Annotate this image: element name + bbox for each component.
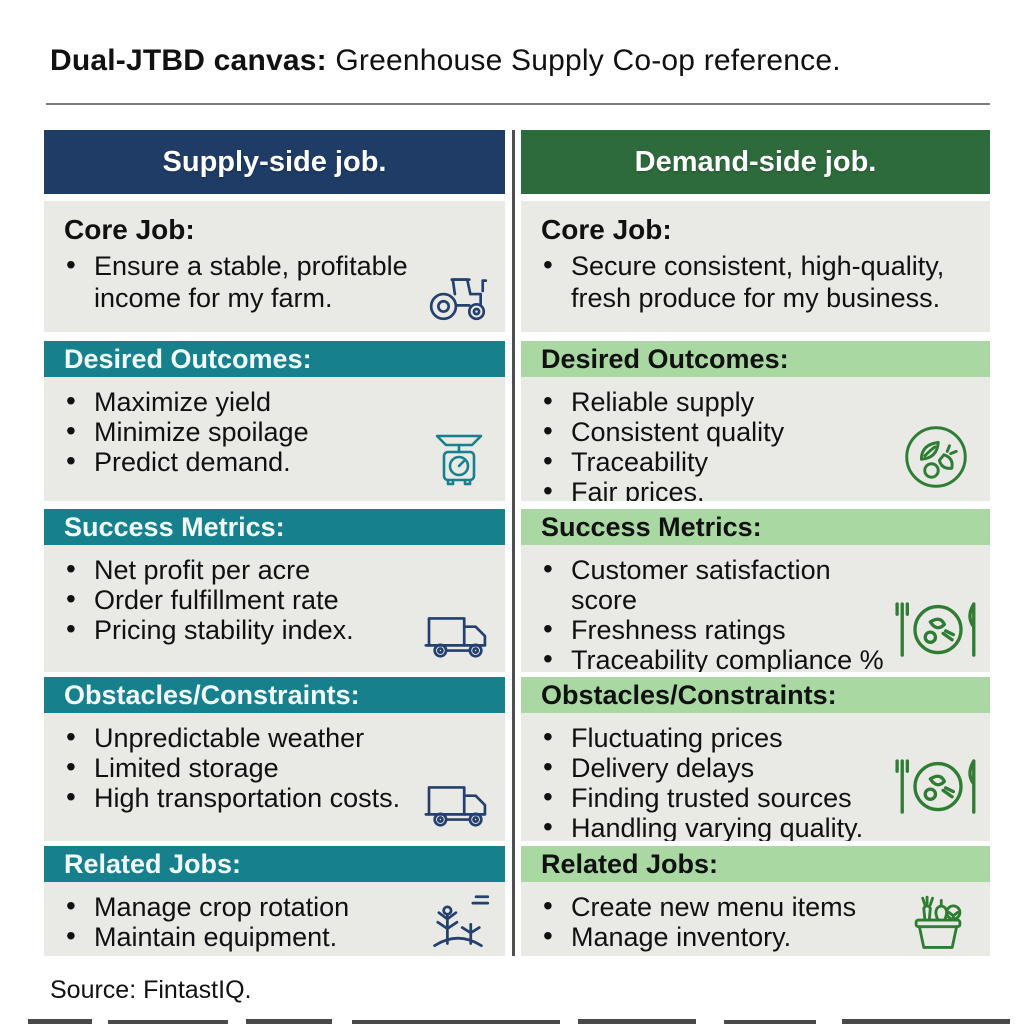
delivery-truck-icon	[424, 786, 487, 827]
page-title-rest: Greenhouse Supply Co-op reference.	[326, 44, 841, 77]
delivery-truck-icon	[424, 617, 487, 658]
supply-success-metrics-header: Success Metrics:	[44, 509, 505, 545]
demand-desired-outcomes-section: Reliable supply Consistent quality Trace…	[521, 377, 990, 501]
supply-desired-outcomes-header: Desired Outcomes:	[44, 341, 505, 377]
scan-artifact	[108, 1020, 228, 1024]
demand-related-jobs-section: Create new menu items Manage inventory.	[521, 882, 990, 956]
list-item: Unpredictable weather	[44, 722, 505, 753]
demand-core-job-section: Core Job: Secure consistent, high-qualit…	[521, 201, 990, 332]
scan-artifact	[352, 1020, 560, 1024]
supply-column-header: Supply-side job.	[44, 130, 505, 194]
list-item: Handling varying quality.	[521, 812, 990, 841]
supply-related-jobs-section: Manage crop rotation Maintain equipment.	[44, 882, 505, 956]
list-item: Ensure a stable, profitable income for m…	[44, 249, 505, 314]
list-item: High transportation costs.	[44, 782, 505, 813]
section-title: Desired Outcomes:	[541, 343, 789, 374]
page-title: Dual-JTBD canvas: Greenhouse Supply Co-o…	[50, 44, 841, 78]
list-item: Net profit per acre	[44, 554, 505, 585]
list-item: Secure consistent, high-quality, fresh p…	[521, 249, 990, 314]
list-item: Maintain equipment.	[44, 921, 505, 952]
list-item: Consistent quality	[521, 416, 990, 447]
list-item: Traceability	[521, 446, 990, 477]
produce-basket-icon	[914, 895, 962, 949]
list-item: Delivery delays	[521, 752, 990, 783]
demand-column-header: Demand-side job.	[521, 130, 990, 194]
supply-core-job-section: Core Job: Ensure a stable, profitable in…	[44, 201, 505, 332]
scan-artifact	[842, 1019, 1010, 1024]
list-item: Freshness ratings	[521, 614, 990, 645]
vegetables-circle-icon	[905, 426, 967, 488]
scan-artifact	[578, 1019, 696, 1024]
list-item: Manage inventory.	[521, 921, 990, 952]
supply-success-metrics-section: Net profit per acre Order fulfillment ra…	[44, 545, 505, 672]
section-title: Obstacles/Constraints:	[64, 679, 360, 710]
list-item: Traceability compliance %	[521, 644, 990, 672]
list-item: Pricing stability index.	[44, 614, 505, 645]
meal-plate-icon	[895, 759, 976, 814]
page-title-bold: Dual-JTBD canvas:	[50, 44, 327, 77]
scan-artifact	[28, 1019, 92, 1024]
list-item: Fair prices.	[521, 476, 990, 501]
section-title: Related Jobs:	[64, 848, 242, 879]
section-title: Success Metrics:	[64, 511, 285, 542]
section-title: Desired Outcomes:	[64, 343, 312, 374]
kitchen-scale-icon	[435, 434, 483, 486]
seedling-icon	[433, 895, 490, 948]
supply-related-jobs-header: Related Jobs:	[44, 846, 505, 882]
supply-column: Supply-side job. Core Job: Ensure a stab…	[44, 130, 505, 956]
supply-column-header-label: Supply-side job.	[162, 145, 387, 178]
demand-success-metrics-section: Customer satisfaction score Freshness ra…	[521, 545, 990, 672]
demand-related-jobs-header: Related Jobs:	[521, 846, 990, 882]
tractor-icon	[429, 278, 488, 321]
section-title: Related Jobs:	[541, 848, 719, 879]
demand-column: Demand-side job. Core Job: Secure consis…	[521, 130, 990, 956]
list-item: Order fulfillment rate	[44, 584, 505, 615]
demand-desired-outcomes-header: Desired Outcomes:	[521, 341, 990, 377]
demand-column-header-label: Demand-side job.	[634, 145, 877, 178]
list-item: Create new menu items	[521, 891, 990, 922]
section-title: Obstacles/Constraints:	[541, 679, 837, 710]
supply-obstacles-section: Unpredictable weather Limited storage Hi…	[44, 713, 505, 841]
supply-desired-outcomes-section: Maximize yield Minimize spoilage Predict…	[44, 377, 505, 501]
list-item: Fluctuating prices	[521, 722, 990, 753]
list-item: Customer satisfaction score	[521, 554, 990, 615]
list-item: Minimize spoilage	[44, 416, 505, 447]
list-item: Finding trusted sources	[521, 782, 990, 813]
canvas-grid: Supply-side job. Core Job: Ensure a stab…	[44, 130, 990, 956]
demand-obstacles-header: Obstacles/Constraints:	[521, 677, 990, 713]
meal-plate-icon	[895, 602, 976, 657]
source-caption: Source: FintastIQ.	[50, 976, 252, 1004]
title-divider-line	[46, 103, 990, 105]
list-item: Reliable supply	[521, 386, 990, 417]
list-item: Limited storage	[44, 752, 505, 783]
scan-artifact	[724, 1020, 816, 1024]
core-job-label: Core Job:	[64, 214, 195, 245]
column-divider-line	[511, 130, 515, 956]
demand-success-metrics-header: Success Metrics:	[521, 509, 990, 545]
section-title: Success Metrics:	[541, 511, 762, 542]
core-job-label: Core Job:	[541, 214, 672, 245]
scan-artifact	[246, 1019, 332, 1024]
supply-obstacles-header: Obstacles/Constraints:	[44, 677, 505, 713]
list-item: Manage crop rotation	[44, 891, 505, 922]
demand-obstacles-section: Fluctuating prices Delivery delays Findi…	[521, 713, 990, 841]
list-item: Maximize yield	[44, 386, 505, 417]
list-item: Predict demand.	[44, 446, 505, 477]
